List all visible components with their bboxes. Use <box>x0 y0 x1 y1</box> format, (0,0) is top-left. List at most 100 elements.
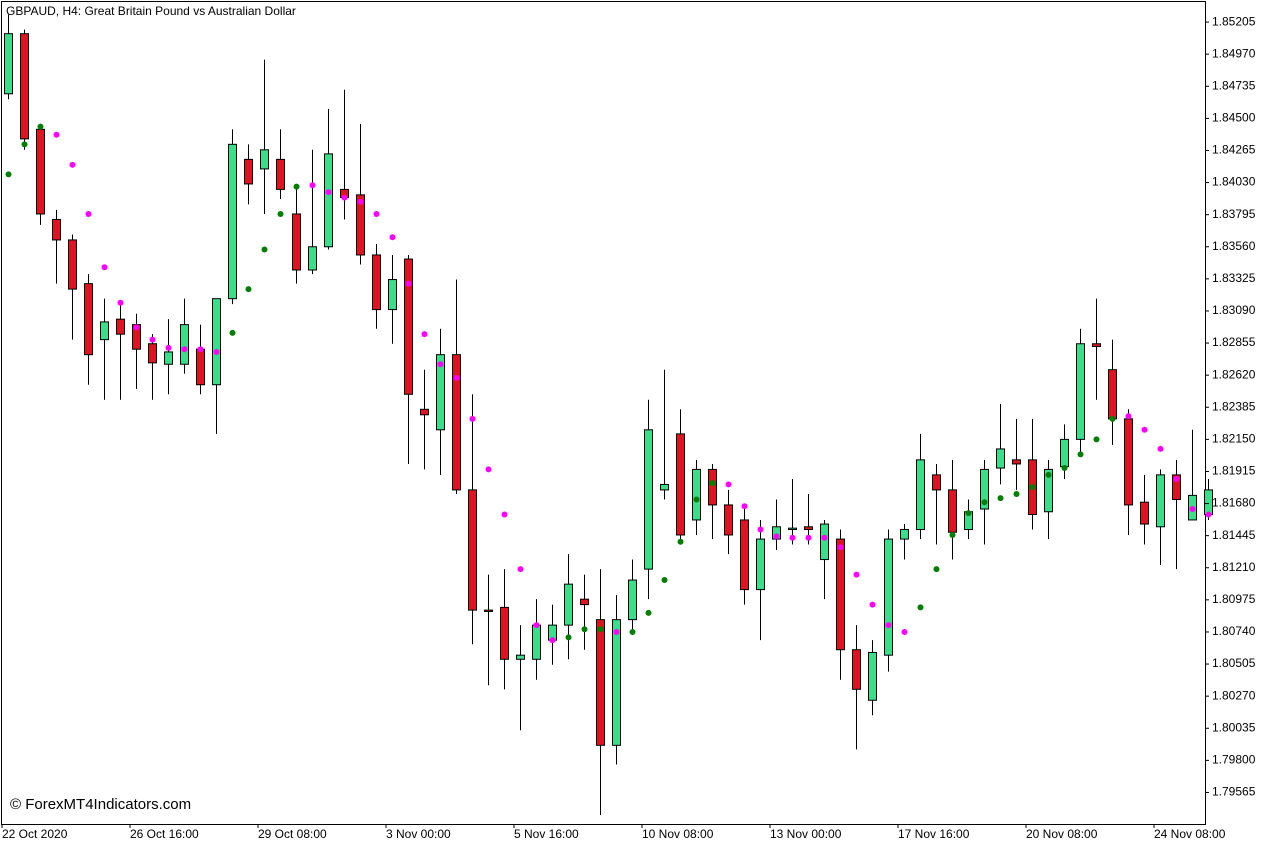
indicator-dot <box>1173 475 1180 482</box>
candle-body <box>404 258 413 395</box>
candle-body <box>276 158 285 190</box>
indicator-dot <box>309 182 316 189</box>
indicator-dot <box>1061 465 1068 472</box>
indicator-dot <box>965 510 972 517</box>
y-tick-label: 1.81915 <box>1212 464 1256 478</box>
y-tick-label: 1.85205 <box>1212 14 1256 28</box>
candle-body <box>4 33 13 95</box>
y-tick-label: 1.81210 <box>1212 560 1256 574</box>
candle-body <box>1076 343 1085 440</box>
y-tick-label: 1.84030 <box>1212 175 1256 189</box>
candle-body <box>100 321 109 341</box>
candle-body <box>372 254 381 311</box>
candle-body <box>580 598 589 606</box>
indicator-dot <box>981 499 988 506</box>
indicator-dot <box>645 609 652 616</box>
candle-body <box>148 343 157 364</box>
indicator-dot <box>229 329 236 336</box>
indicator-dot <box>533 622 540 629</box>
candle-body <box>804 526 813 531</box>
indicator-dot <box>117 299 124 306</box>
candle-body <box>164 351 173 365</box>
indicator-dot <box>101 264 108 271</box>
y-tick-label: 1.80035 <box>1212 720 1256 734</box>
candle-body <box>756 538 765 591</box>
candle-body <box>820 523 829 561</box>
indicator-dot <box>901 628 908 635</box>
candle-body <box>788 527 797 531</box>
indicator-dot <box>885 622 892 629</box>
candle-body <box>420 408 429 416</box>
indicator-dot <box>597 626 604 633</box>
candle-body <box>52 218 61 241</box>
candle-body <box>836 538 845 651</box>
candle-body <box>180 324 189 365</box>
indicator-dot <box>437 361 444 368</box>
x-tick-label: 22 Oct 2020 <box>2 827 68 841</box>
y-tick-label: 1.82855 <box>1212 335 1256 349</box>
y-tick-label: 1.83795 <box>1212 207 1256 221</box>
indicator-dot <box>1125 413 1132 420</box>
y-tick-label: 1.84970 <box>1212 46 1256 60</box>
candle-body <box>292 213 301 271</box>
indicator-dot <box>69 161 76 168</box>
candle-body <box>468 489 477 611</box>
indicator-dot <box>1029 484 1036 491</box>
candle-body <box>308 246 317 271</box>
x-tick-label: 17 Nov 16:00 <box>898 827 970 841</box>
indicator-dot <box>949 531 956 538</box>
candle-body <box>532 624 541 660</box>
candle-body <box>1108 369 1117 420</box>
indicator-dot <box>405 280 412 287</box>
indicator-dot <box>197 346 204 353</box>
candle-body <box>660 483 669 491</box>
candle-body <box>676 433 685 536</box>
indicator-dot <box>1205 511 1212 518</box>
indicator-dot <box>933 566 940 573</box>
indicator-dot <box>325 189 332 196</box>
candle-body <box>564 583 573 626</box>
indicator-dot <box>837 544 844 551</box>
y-tick-label: 1.83090 <box>1212 303 1256 317</box>
y-tick-label: 1.80740 <box>1212 624 1256 638</box>
candle-body <box>1092 343 1101 347</box>
candle-body <box>20 33 29 140</box>
indicator-dot <box>53 131 60 138</box>
candle-body <box>596 619 605 746</box>
indicator-dot <box>245 286 252 293</box>
y-tick-label: 1.84735 <box>1212 78 1256 92</box>
candle-body <box>36 128 45 215</box>
candle-body <box>68 239 77 290</box>
candle-body <box>948 489 957 533</box>
indicator-dot <box>677 538 684 545</box>
candle-body <box>324 153 333 248</box>
indicator-dot <box>453 374 460 381</box>
candle-body <box>708 468 717 506</box>
indicator-dot <box>1157 445 1164 452</box>
indicator-dot <box>613 628 620 635</box>
y-tick-label: 1.83325 <box>1212 271 1256 285</box>
indicator-dot <box>421 331 428 338</box>
chart-title: GBPAUD, H4: Great Britain Pound vs Austr… <box>6 4 296 18</box>
indicator-dot <box>1189 506 1196 513</box>
indicator-dot <box>757 526 764 533</box>
indicator-dot <box>565 634 572 641</box>
indicator-dot <box>741 503 748 510</box>
y-tick-label: 1.82620 <box>1212 367 1256 381</box>
candle-body <box>1140 501 1149 525</box>
y-tick-label: 1.80270 <box>1212 688 1256 702</box>
candle-body <box>1156 474 1165 528</box>
indicator-dot <box>821 534 828 541</box>
indicator-dot <box>709 480 716 487</box>
indicator-dot <box>773 533 780 540</box>
candle-body <box>612 619 621 746</box>
indicator-dot <box>501 511 508 518</box>
candle-body <box>1044 468 1053 513</box>
indicator-dot <box>373 210 380 217</box>
indicator-dot <box>917 604 924 611</box>
candle-body <box>356 194 365 256</box>
indicator-dot <box>629 628 636 635</box>
indicator-dot <box>5 171 12 178</box>
candle-body <box>484 609 493 612</box>
x-tick-label: 26 Oct 16:00 <box>130 827 199 841</box>
